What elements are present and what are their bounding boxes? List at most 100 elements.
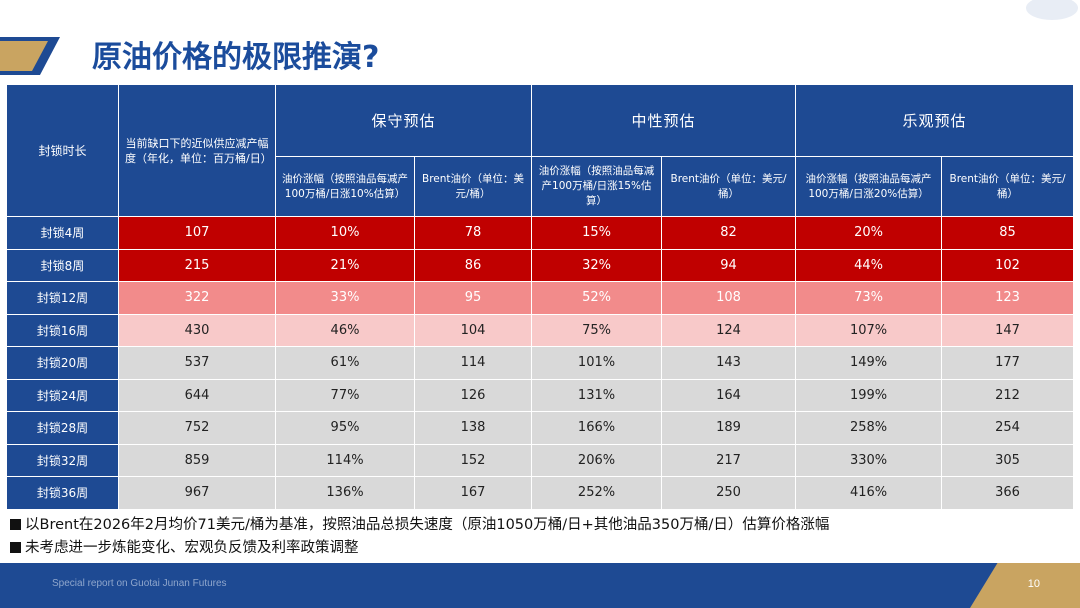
table-cell: 215 — [118, 248, 276, 282]
row-label: 封锁28周 — [6, 411, 119, 445]
page-number: 10 — [1027, 578, 1040, 590]
header-group-neutral: 中性预估 — [531, 84, 797, 157]
footer-bar — [0, 563, 1080, 608]
table-cell: 189 — [661, 411, 797, 445]
table-row: 封锁28周 752 95% 138 166% 189 258% 254 — [6, 411, 1075, 445]
title-accent-decoration — [0, 37, 60, 75]
row-label: 封锁4周 — [6, 216, 119, 250]
oil-price-scenario-table: 封锁时长 当前缺口下的近似供应减产幅度（年化，单位：百万桶/日） 保守预估 中性… — [6, 84, 1075, 510]
table-cell: 44% — [795, 248, 943, 282]
header-group-optimistic: 乐观预估 — [795, 84, 1075, 157]
table-row: 封锁24周 644 77% 126 131% 164 199% 212 — [6, 378, 1075, 412]
table-cell: 101% — [531, 346, 663, 380]
row-label: 封锁12周 — [6, 281, 119, 315]
row-label: 封锁24周 — [6, 378, 119, 412]
header-optimistic-rise: 油价涨幅（按照油品每减产100万桶/日涨20%估算） — [795, 156, 943, 217]
table-cell: 21% — [275, 248, 415, 282]
table-cell: 254 — [941, 411, 1075, 445]
header-neutral-brent: Brent油价（单位：美元/桶） — [661, 156, 797, 217]
note-text: 以Brent在2026年2月均价71美元/桶为基准，按照油品总损失速度（原油10… — [25, 517, 830, 533]
table-cell: 61% — [275, 346, 415, 380]
table-row: 封锁8周 215 21% 86 32% 94 44% 102 — [6, 248, 1075, 282]
table-cell: 147 — [941, 313, 1075, 347]
table-row: 封锁20周 537 61% 114 101% 143 149% 177 — [6, 346, 1075, 380]
table-cell: 258% — [795, 411, 943, 445]
table-cell: 95% — [275, 411, 415, 445]
table-cell: 82 — [661, 216, 797, 250]
table-cell: 78 — [413, 216, 533, 250]
square-bullet-icon — [10, 542, 21, 553]
table-cell: 430 — [118, 313, 276, 347]
table-cell: 10% — [275, 216, 415, 250]
table-cell: 108 — [661, 281, 797, 315]
table-cell: 330% — [795, 443, 943, 477]
table-cell: 126 — [413, 378, 533, 412]
table-cell: 107 — [118, 216, 276, 250]
footnotes: 以Brent在2026年2月均价71美元/桶为基准，按照油品总损失速度（原油10… — [10, 514, 1070, 560]
table-cell: 77% — [275, 378, 415, 412]
table-cell: 15% — [531, 216, 663, 250]
header-group-conservative: 保守预估 — [274, 84, 533, 157]
table-cell: 107% — [795, 313, 943, 347]
table-cell: 164 — [661, 378, 797, 412]
note-item: 未考虑进一步炼能变化、宏观负反馈及利率政策调整 — [10, 537, 1070, 560]
row-label: 封锁8周 — [6, 248, 119, 282]
row-label: 封锁36周 — [6, 476, 119, 510]
table-cell: 46% — [275, 313, 415, 347]
table-cell: 102 — [941, 248, 1075, 282]
table-cell: 94 — [661, 248, 797, 282]
footer-report-label: Special report on Guotai Junan Futures — [52, 578, 227, 589]
table-cell: 177 — [941, 346, 1075, 380]
table-cell: 149% — [795, 346, 943, 380]
table-cell: 104 — [413, 313, 533, 347]
table-cell: 152 — [413, 443, 533, 477]
table-cell: 167 — [413, 476, 533, 510]
table-cell: 114% — [275, 443, 415, 477]
header-neutral-rise: 油价涨幅（按照油品每减产100万桶/日涨15%估算） — [531, 156, 663, 217]
table-row: 封锁4周 107 10% 78 15% 82 20% 85 — [6, 216, 1075, 250]
table-cell: 250 — [661, 476, 797, 510]
table-cell: 752 — [118, 411, 276, 445]
note-item: 以Brent在2026年2月均价71美元/桶为基准，按照油品总损失速度（原油10… — [10, 514, 1070, 537]
square-bullet-icon — [10, 519, 21, 530]
table-cell: 95 — [413, 281, 533, 315]
table-row: 封锁12周 322 33% 95 52% 108 73% 123 — [6, 281, 1075, 315]
table-cell: 20% — [795, 216, 943, 250]
table-cell: 138 — [413, 411, 533, 445]
header-conservative-brent: Brent油价（单位：美元/桶） — [413, 156, 533, 217]
table-cell: 252% — [531, 476, 663, 510]
table-cell: 305 — [941, 443, 1075, 477]
header-duration: 封锁时长 — [6, 84, 119, 217]
table-cell: 32% — [531, 248, 663, 282]
table-cell: 212 — [941, 378, 1075, 412]
table-cell: 206% — [531, 443, 663, 477]
table-cell: 217 — [661, 443, 797, 477]
table-cell: 123 — [941, 281, 1075, 315]
table-cell: 131% — [531, 378, 663, 412]
header-conservative-rise: 油价涨幅（按照油品每减产100万桶/日涨10%估算） — [275, 156, 415, 217]
page-title: 原油价格的极限推演? — [92, 40, 380, 75]
table-cell: 75% — [531, 313, 663, 347]
table-cell: 136% — [275, 476, 415, 510]
table-cell: 166% — [531, 411, 663, 445]
table-cell: 859 — [118, 443, 276, 477]
table-cell: 366 — [941, 476, 1075, 510]
table-cell: 322 — [118, 281, 276, 315]
header-supply-cut: 当前缺口下的近似供应减产幅度（年化，单位：百万桶/日） — [118, 84, 276, 217]
table-cell: 124 — [661, 313, 797, 347]
note-text: 未考虑进一步炼能变化、宏观负反馈及利率政策调整 — [25, 540, 359, 556]
corner-logo-decoration — [1026, 0, 1078, 20]
header-optimistic-brent: Brent油价（单位：美元/桶） — [941, 156, 1075, 217]
table-cell: 85 — [941, 216, 1075, 250]
row-label: 封锁16周 — [6, 313, 119, 347]
table-row: 封锁16周 430 46% 104 75% 124 107% 147 — [6, 313, 1075, 347]
table-cell: 644 — [118, 378, 276, 412]
table-cell: 199% — [795, 378, 943, 412]
row-label: 封锁32周 — [6, 443, 119, 477]
table-cell: 416% — [795, 476, 943, 510]
table-row: 封锁36周 967 136% 167 252% 250 416% 366 — [6, 476, 1075, 510]
table-cell: 86 — [413, 248, 533, 282]
row-label: 封锁20周 — [6, 346, 119, 380]
table-cell: 114 — [413, 346, 533, 380]
table-cell: 967 — [118, 476, 276, 510]
